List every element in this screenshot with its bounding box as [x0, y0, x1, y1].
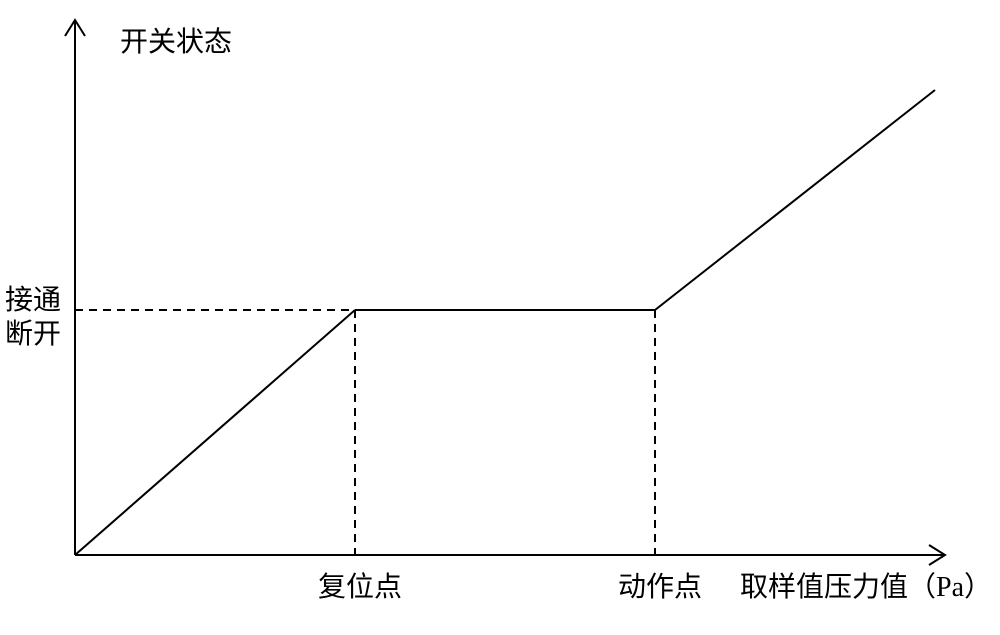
label-off: 断开 — [5, 312, 61, 352]
label-reset-point: 复位点 — [318, 565, 402, 605]
rising-segment-2 — [655, 90, 935, 310]
label-action-point: 动作点 — [618, 565, 702, 605]
x-axis-title: 取样值压力值（Pa） — [740, 565, 992, 605]
switch-state-diagram — [0, 0, 1000, 635]
rising-segment-1 — [75, 310, 355, 555]
y-axis-title: 开关状态 — [120, 20, 232, 60]
